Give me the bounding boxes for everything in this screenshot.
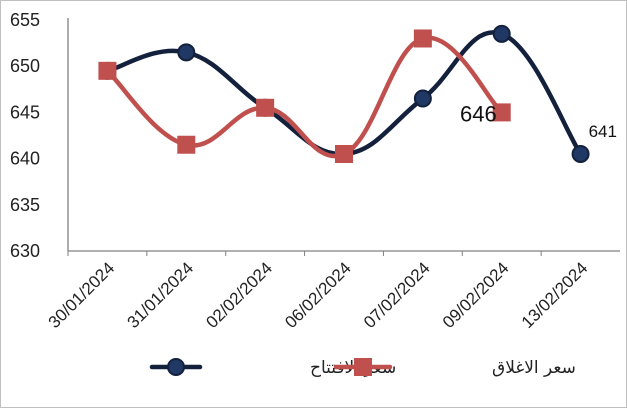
series-2-point: [492, 103, 511, 122]
y-tick-label: 630: [10, 241, 40, 261]
series-1-point: [177, 43, 196, 62]
series-2-point: [98, 61, 117, 80]
series-1-point: [492, 24, 511, 43]
series-2-point: [413, 29, 432, 48]
y-tick-label: 650: [10, 56, 40, 76]
y-tick-label: 645: [10, 102, 40, 122]
series-1-point: [571, 144, 590, 163]
y-tick-label: 640: [10, 149, 40, 169]
y-tick-label: 655: [10, 10, 40, 30]
series-layer: [98, 24, 590, 163]
series-2: [98, 29, 511, 163]
legend-label: سعر الاغلاق: [492, 358, 576, 378]
series-2-point: [177, 135, 196, 154]
series-2-point: [335, 144, 353, 163]
legend-item-2: سعر الاغلاق: [333, 358, 576, 378]
legend-marker: [354, 358, 372, 376]
legend: سعر الافتتاحسعر الاغلاق: [149, 358, 576, 378]
data-label: 646: [460, 101, 497, 126]
y-tick-label: 635: [10, 195, 40, 215]
series-2-point: [256, 98, 275, 117]
legend-marker: [167, 358, 185, 376]
series-1-point: [413, 89, 432, 108]
data-label: 641: [589, 122, 617, 141]
data-labels: 646 641: [460, 101, 617, 141]
